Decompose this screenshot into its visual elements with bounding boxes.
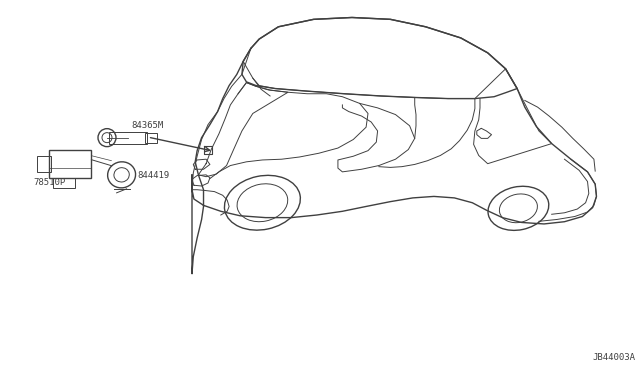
Text: JB44003A: JB44003A [592,353,635,362]
Bar [49,150,92,178]
Text: 844419: 844419 [138,171,170,180]
Bar [53,178,76,188]
Bar [145,133,157,142]
Bar [37,155,51,172]
Text: 84365M: 84365M [131,121,163,130]
Text: 78510P: 78510P [34,178,66,187]
Bar [109,132,147,144]
